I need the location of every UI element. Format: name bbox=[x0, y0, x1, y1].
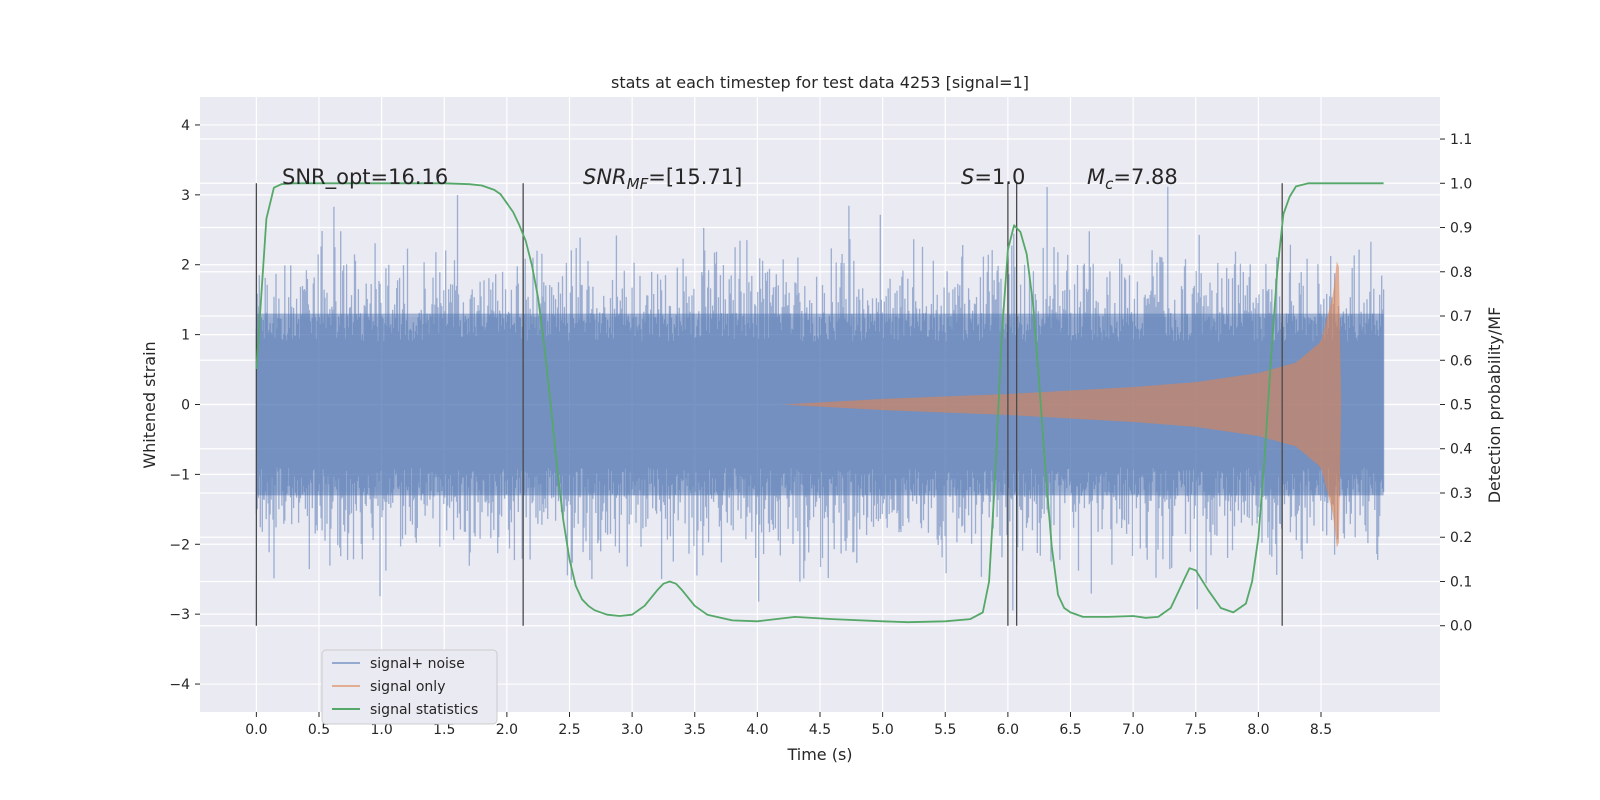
statistics-line bbox=[255, 182, 1384, 624]
y-right-tick-label: 0.0 bbox=[1450, 619, 1472, 635]
x-ticks: 0.0 0.5 1.0 1.5 2.0 2.5 3.0 3.5 4.0 4.5 5.0 5.5 6.0 6… bbox=[245, 712, 1332, 738]
legend-box bbox=[321, 649, 498, 725]
x-tick-label: 8.0 bbox=[1247, 722, 1269, 738]
x-tick-label: 3.5 bbox=[684, 722, 706, 738]
chart-title: stats at each timestep for test data 425… bbox=[611, 73, 1029, 92]
y-right-tick-label: 1.1 bbox=[1450, 132, 1472, 148]
x-tick-label: 4.5 bbox=[809, 722, 831, 738]
signal-only-series bbox=[782, 261, 1342, 548]
x-tick-label: 5.5 bbox=[934, 722, 956, 738]
signal-statistics-series bbox=[255, 182, 1384, 624]
annotation-mc: Mc=7.88 bbox=[1087, 165, 1178, 193]
y-tick-label: −4 bbox=[169, 677, 190, 693]
x-tick-label: 7.0 bbox=[1122, 722, 1144, 738]
y-tick-label: 2 bbox=[181, 258, 190, 274]
y-tick-label: 1 bbox=[181, 328, 190, 344]
x-tick-label: 7.5 bbox=[1185, 722, 1207, 738]
y-right-tick-label: 0.6 bbox=[1450, 353, 1472, 369]
legend-label-signal-only: signal only bbox=[370, 679, 445, 695]
x-tick-label: 2.5 bbox=[558, 722, 580, 738]
y-ticks-right: 1.1 1.0 0.9 0.8 0.7 0.6 0.5 0.4 0.3 0.2 0.1 0.0 bbox=[1440, 132, 1472, 635]
y-tick-label: −3 bbox=[169, 607, 190, 623]
legend: signal+ noise signal only signal statist… bbox=[321, 649, 498, 725]
y-tick-label: 4 bbox=[181, 118, 190, 134]
chirp-envelope bbox=[782, 261, 1342, 548]
y-right-tick-label: 0.5 bbox=[1450, 398, 1472, 414]
annotation-snr-mf: SNRMF=[15.71] bbox=[583, 165, 742, 193]
y-axis-label-left: Whitened strain bbox=[140, 341, 159, 468]
x-tick-label: 0.5 bbox=[308, 722, 330, 738]
x-tick-label: 3.0 bbox=[621, 722, 643, 738]
x-tick-label: 6.5 bbox=[1059, 722, 1081, 738]
y-tick-label: 3 bbox=[181, 188, 190, 204]
y-ticks-left: 4 3 2 1 0 −1 −2 −3 −4 bbox=[169, 118, 200, 693]
y-right-tick-label: 0.8 bbox=[1450, 265, 1472, 281]
x-tick-label: 8.5 bbox=[1310, 722, 1332, 738]
x-tick-label: 6.0 bbox=[997, 722, 1019, 738]
annotation-s: S=1.0 bbox=[961, 165, 1025, 189]
x-tick-label: 1.0 bbox=[370, 722, 392, 738]
x-tick-label: 2.0 bbox=[496, 722, 518, 738]
y-tick-label: −1 bbox=[169, 467, 190, 483]
y-right-tick-label: 1.0 bbox=[1450, 176, 1472, 192]
annotation-snr-opt: SNR_opt=16.16 bbox=[282, 165, 448, 190]
x-tick-label: 5.0 bbox=[871, 722, 893, 738]
y-axis-label-right: Detection probability/MF bbox=[1485, 307, 1504, 504]
legend-label-signal-statistics: signal statistics bbox=[370, 702, 478, 718]
y-tick-label: −2 bbox=[169, 537, 190, 553]
legend-label-signal-plus-noise: signal+ noise bbox=[370, 656, 465, 672]
x-tick-label: 4.0 bbox=[746, 722, 768, 738]
y-right-tick-label: 0.7 bbox=[1450, 309, 1472, 325]
x-tick-label: 0.0 bbox=[245, 722, 267, 738]
y-right-tick-label: 0.2 bbox=[1450, 530, 1472, 546]
y-tick-label: 0 bbox=[181, 398, 190, 414]
y-right-tick-label: 0.1 bbox=[1450, 574, 1472, 590]
y-right-tick-label: 0.4 bbox=[1450, 442, 1472, 458]
y-right-tick-label: 0.3 bbox=[1450, 486, 1472, 502]
x-tick-label: 1.5 bbox=[433, 722, 455, 738]
y-right-tick-label: 0.9 bbox=[1450, 221, 1472, 237]
x-axis-label: Time (s) bbox=[786, 745, 852, 764]
